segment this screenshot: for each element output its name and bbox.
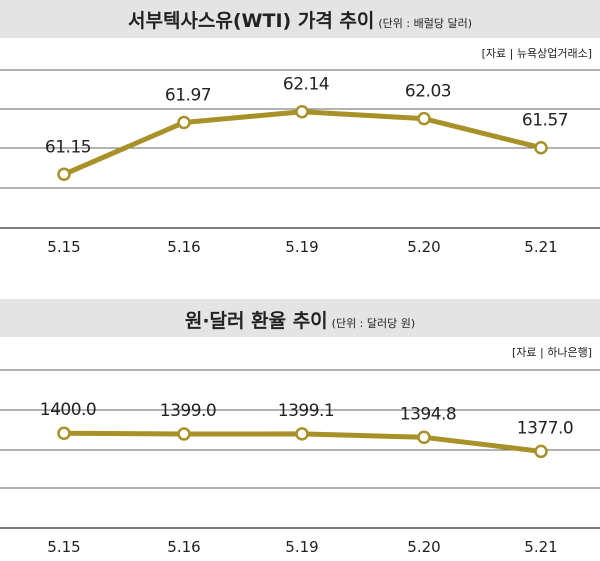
data-label: 1394.8: [400, 404, 456, 424]
data-point: [534, 140, 548, 155]
data-point: [57, 167, 71, 182]
data-label: 62.03: [405, 82, 451, 102]
x-tick-label: 5.19: [285, 238, 318, 256]
x-tick-label: 5.16: [167, 238, 200, 256]
data-label: 61.57: [522, 111, 568, 131]
chart-title: 서부텍사스유(WTI) 가격 추이 (단위 : 배럴당 달러): [128, 10, 472, 32]
x-tick-label: 5.19: [285, 538, 318, 556]
data-point: [177, 115, 191, 130]
data-label: 1377.0: [517, 418, 573, 438]
title-band: [0, 299, 600, 337]
data-label: 1399.1: [278, 401, 334, 421]
data-label: 1400.0: [40, 400, 96, 420]
data-label: 1399.0: [160, 401, 216, 421]
unit-note: (단위 : 배럴당 달러): [378, 17, 472, 30]
data-label: 61.15: [45, 137, 91, 157]
x-tick-label: 5.21: [524, 238, 557, 256]
unit-note: (단위 : 달러당 원): [332, 317, 416, 330]
x-tick-label: 5.20: [407, 538, 440, 556]
x-tick-label: 5.15: [47, 538, 80, 556]
x-tick-label: 5.15: [47, 238, 80, 256]
title-band: [0, 0, 600, 38]
data-label: 61.97: [165, 85, 211, 105]
data-point: [534, 444, 548, 459]
series-line: [61, 109, 544, 177]
x-tick-label: 5.20: [407, 238, 440, 256]
data-point: [417, 430, 431, 445]
data-point: [177, 427, 191, 441]
data-point: [57, 426, 71, 440]
data-label: 62.14: [283, 75, 329, 95]
x-tick-label: 5.16: [167, 538, 200, 556]
data-point: [295, 104, 309, 119]
data-point: [417, 111, 431, 126]
chart-title-main: 서부텍사스유(WTI) 가격 추이: [128, 10, 374, 32]
chart-title: 원·달러 환율 추이 (단위 : 달러당 원): [185, 310, 415, 332]
x-tick-label: 5.21: [524, 538, 557, 556]
chart-title-main: 원·달러 환율 추이: [185, 310, 328, 332]
source-note: [자료 | 뉴욕상업거래소]: [482, 47, 592, 60]
data-point: [295, 427, 309, 441]
source-note: [자료 | 하나은행]: [512, 345, 592, 359]
